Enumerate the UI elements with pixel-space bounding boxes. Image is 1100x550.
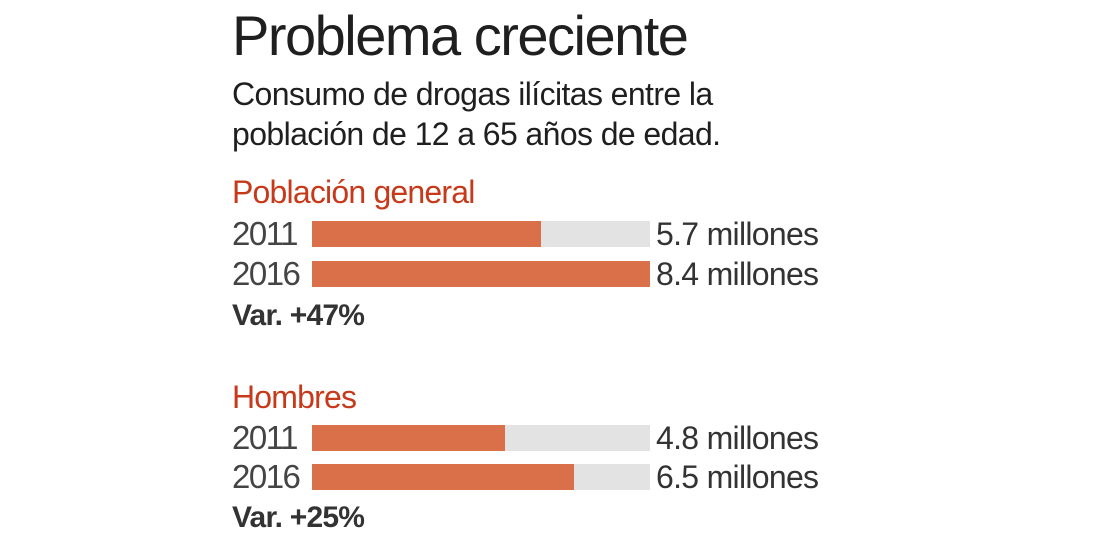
bar-track [312, 425, 650, 451]
value-label: 6.5 millones [656, 459, 819, 495]
bar-row: 2011 5.7 millones [232, 214, 872, 254]
bar-row: 2016 8.4 millones [232, 254, 872, 294]
year-label: 2016 [232, 458, 301, 495]
group-title-general: Población general [232, 174, 475, 210]
year-label: 2011 [232, 419, 298, 456]
value-label: 4.8 millones [656, 420, 819, 456]
bar-row: 2016 6.5 millones [232, 457, 872, 497]
bar-general-2016 [312, 261, 650, 287]
year-label: 2016 [232, 255, 301, 292]
group-title-hombres: Hombres [232, 379, 357, 415]
year-label: 2011 [232, 215, 298, 252]
bar-track [312, 464, 650, 490]
bar-track [312, 261, 650, 287]
bar-hombres-2016 [312, 464, 574, 490]
value-label: 5.7 millones [656, 216, 819, 252]
bar-hombres-2011 [312, 425, 505, 451]
bar-general-2011 [312, 221, 541, 247]
bar-track [312, 221, 650, 247]
variation-general: Var. +47% [232, 299, 365, 332]
value-label: 8.4 millones [656, 256, 819, 292]
variation-hombres: Var. +25% [232, 501, 365, 534]
chart-subtitle: Consumo de drogas ilícitas entre la pobl… [232, 76, 721, 152]
bar-row: 2011 4.8 millones [232, 418, 872, 458]
chart-title: Problema creciente [232, 4, 689, 67]
